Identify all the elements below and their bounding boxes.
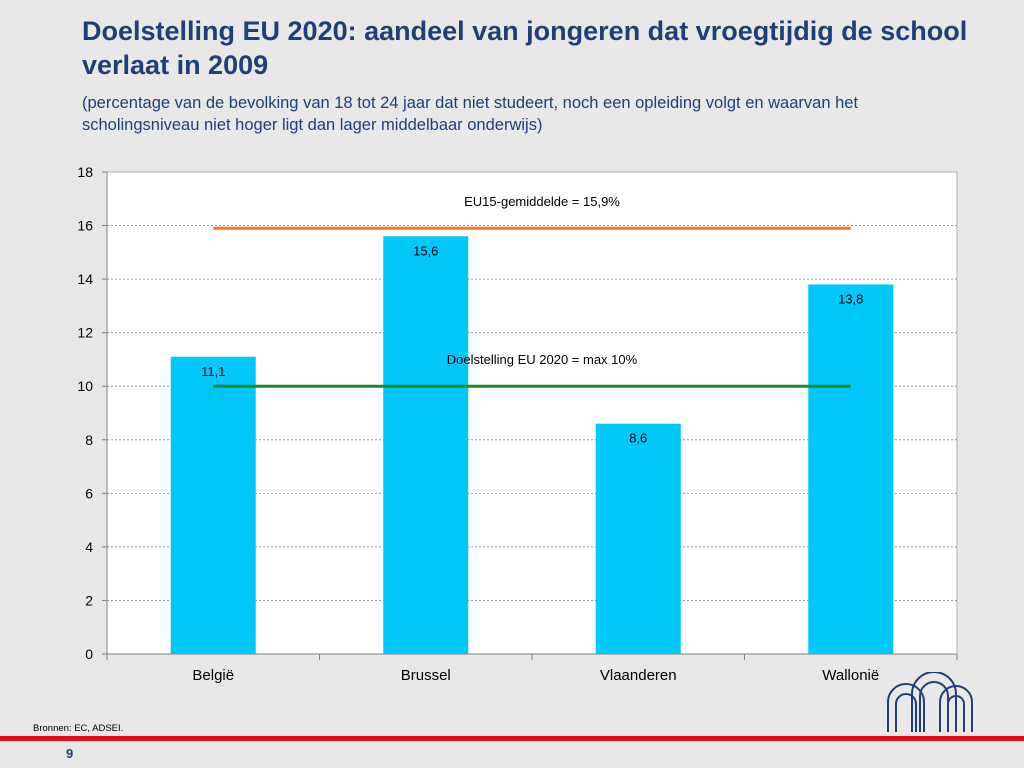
arches-logo-icon: [887, 672, 973, 732]
y-tick-label: 4: [85, 539, 93, 555]
y-tick-label: 10: [77, 378, 93, 394]
x-tick-label: België: [192, 667, 234, 684]
slide-title: Doelstelling EU 2020: aandeel van jonger…: [82, 16, 968, 80]
footer-red-rule: [0, 736, 1024, 741]
bar: [595, 423, 681, 654]
data-label: 8,6: [629, 431, 647, 446]
y-tick-label: 6: [85, 485, 93, 501]
data-label: 15,6: [413, 243, 438, 258]
bar: [170, 356, 256, 654]
bar: [808, 284, 894, 654]
slide-subtitle: (percentage van de bevolking van 18 tot …: [82, 94, 859, 134]
y-tick-label: 12: [77, 325, 93, 341]
x-tick-label: Vlaanderen: [600, 667, 677, 684]
bar: [383, 236, 469, 654]
reference-line-label: EU15-gemiddelde = 15,9%: [464, 194, 620, 209]
y-tick-label: 8: [85, 432, 93, 448]
data-label: 13,8: [838, 291, 863, 306]
y-tick-label: 18: [77, 164, 93, 180]
y-tick-label: 14: [77, 271, 93, 287]
x-tick-label: Wallonië: [822, 667, 879, 684]
source-note: Bronnen: EC, ADSEI.: [33, 723, 124, 734]
page-number: 9: [66, 746, 74, 761]
data-label: 11,1: [201, 364, 225, 379]
x-tick-label: Brussel: [401, 667, 451, 684]
y-tick-label: 2: [85, 592, 93, 608]
y-tick-label: 16: [77, 218, 93, 234]
reference-line-label: Doelstelling EU 2020 = max 10%: [447, 352, 638, 367]
y-tick-label: 0: [85, 646, 93, 662]
